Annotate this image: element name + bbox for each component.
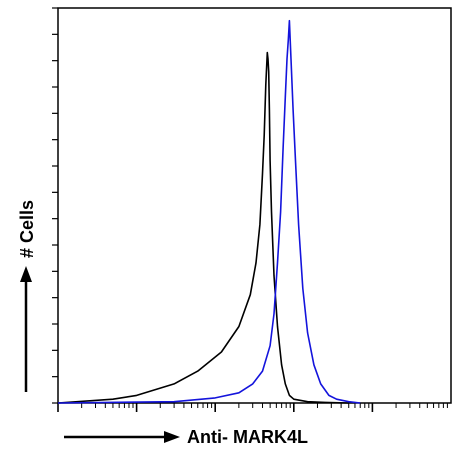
x-axis-label-group: Anti- MARK4L (64, 427, 308, 447)
series-line-1 (57, 51, 349, 404)
plot-frame (57, 7, 452, 404)
x-axis-label: Anti- MARK4L (187, 427, 308, 447)
y-axis-label-group: # Cells (17, 200, 37, 392)
x-axis-arrow-head (164, 431, 180, 443)
x-axis-ticks (57, 403, 448, 412)
y-axis-label: # Cells (17, 200, 37, 258)
series-layer (57, 19, 361, 404)
series-line-2 (57, 19, 361, 404)
y-axis-ticks (52, 7, 58, 404)
y-axis-arrow-head (20, 266, 32, 282)
